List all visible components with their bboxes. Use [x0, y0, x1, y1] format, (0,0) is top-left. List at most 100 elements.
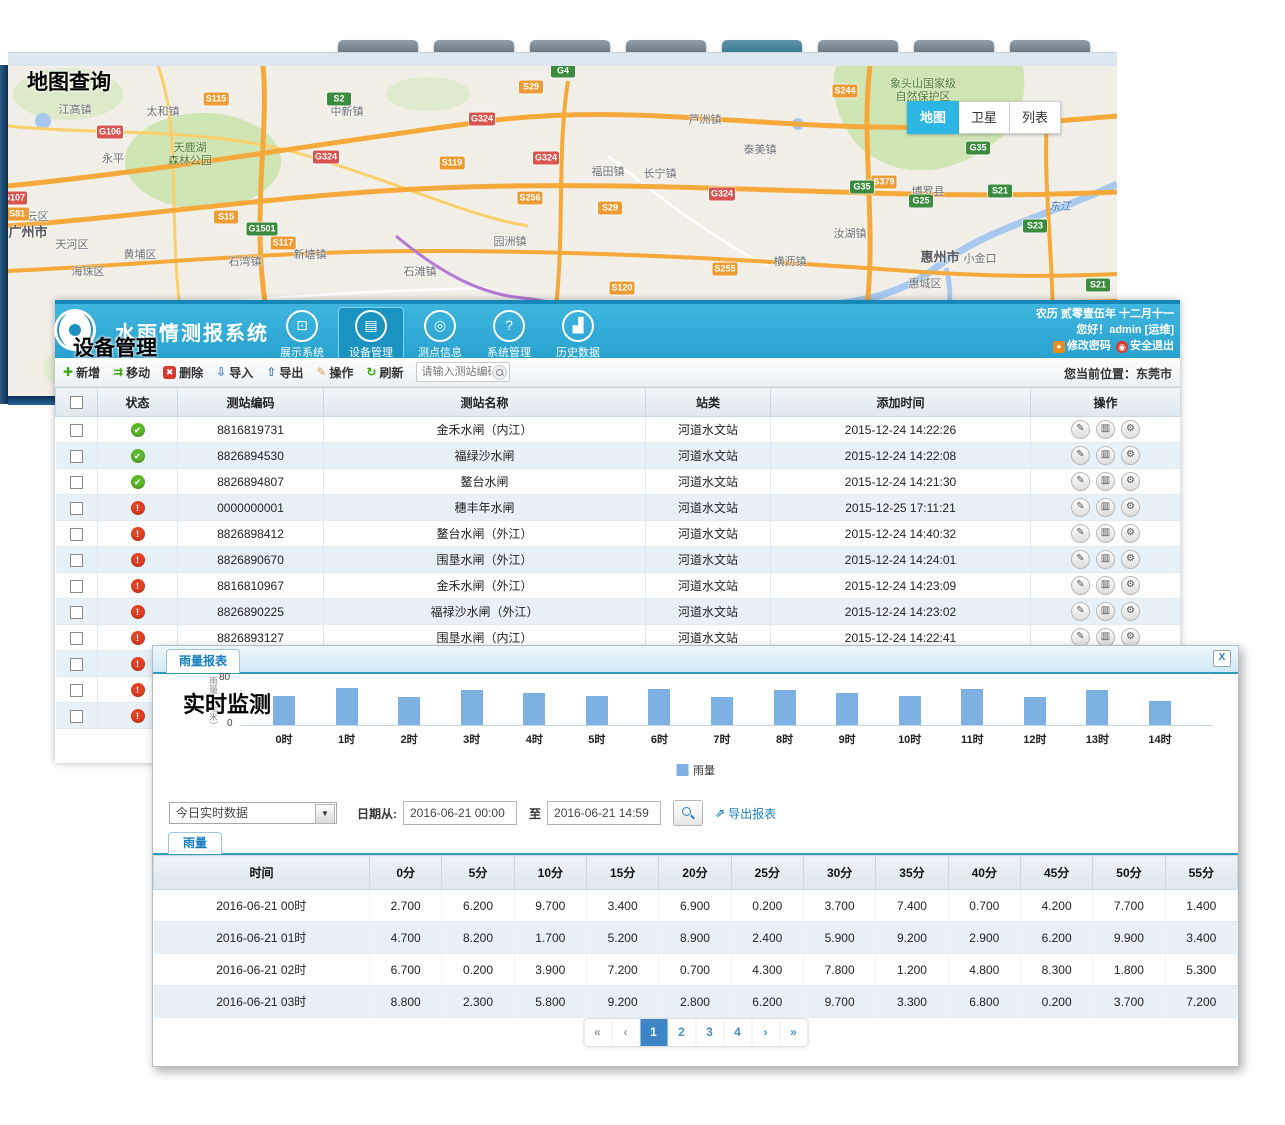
- page-button[interactable]: ›: [752, 1019, 780, 1046]
- toolbar-button-plus[interactable]: ✚ 新增: [63, 364, 101, 380]
- edit-icon[interactable]: ✎: [1071, 524, 1090, 543]
- road-shield: S2: [327, 92, 351, 106]
- status-error-icon: !: [130, 553, 145, 567]
- map-view-button[interactable]: 卫星: [959, 101, 1010, 134]
- gear-icon[interactable]: ⚙: [1121, 550, 1140, 569]
- map-view-button[interactable]: 地图: [907, 101, 959, 134]
- cell-hour: 2016-06-21 03时: [153, 985, 370, 1018]
- row-checkbox[interactable]: [69, 475, 83, 489]
- close-icon[interactable]: X: [1213, 650, 1231, 667]
- trash-icon[interactable]: ▥: [1096, 472, 1115, 491]
- page-button[interactable]: 2: [668, 1019, 696, 1046]
- cell-rain-value: 5.200: [586, 921, 660, 954]
- edit-icon[interactable]: ✎: [1071, 576, 1090, 595]
- edit-icon[interactable]: ✎: [1071, 498, 1090, 517]
- toolbar-button-import[interactable]: ⇩ 导入: [216, 364, 254, 380]
- road-shield: S29: [598, 201, 622, 215]
- date-to-input[interactable]: [547, 801, 662, 825]
- trash-icon[interactable]: ▥: [1096, 602, 1115, 621]
- trash-icon[interactable]: ▥: [1096, 420, 1115, 439]
- lunar-date: 农历 贰零壹伍年 十二月十一: [1035, 308, 1174, 320]
- search-icon[interactable]: [492, 365, 508, 380]
- row-checkbox[interactable]: [69, 449, 83, 463]
- chart-x-tick-label: 4时: [525, 734, 543, 746]
- trash-icon[interactable]: ▥: [1096, 498, 1115, 517]
- gear-icon[interactable]: ⚙: [1121, 576, 1140, 595]
- edit-icon[interactable]: ✎: [1071, 446, 1090, 465]
- page-button-active[interactable]: 1: [640, 1019, 668, 1046]
- trash-icon[interactable]: ▥: [1096, 576, 1115, 595]
- page-button[interactable]: ‹: [612, 1019, 640, 1046]
- row-checkbox[interactable]: [69, 657, 83, 671]
- toolbar-button-doc[interactable]: ✎ 操作: [316, 364, 354, 380]
- map-park-label: 象头山国家级 自然保护区: [890, 78, 956, 103]
- gear-icon[interactable]: ⚙: [1121, 524, 1140, 543]
- change-password-link[interactable]: 修改密码: [1066, 340, 1111, 352]
- toolbar-button-move[interactable]: ⇉ 移动: [113, 364, 151, 380]
- cell-rain-value: 2.400: [731, 921, 804, 954]
- gear-icon[interactable]: ⚙: [1121, 420, 1140, 439]
- search-icon[interactable]: [673, 800, 704, 826]
- export-report-link[interactable]: ⇗ 导出报表: [715, 806, 777, 821]
- app-title: 水雨情测报系统: [115, 323, 269, 345]
- rain-table-row: 2016-06-21 01时 4.700 8.200 1.700 5.200 8.900 2…: [153, 921, 1239, 954]
- table-column-header: 站类: [645, 387, 771, 417]
- gear-icon[interactable]: ⚙: [1121, 498, 1140, 517]
- nav-item-target[interactable]: ◎ 测点信息: [407, 307, 473, 363]
- cell-rain-value: 6.200: [1020, 921, 1094, 954]
- row-checkbox[interactable]: [69, 683, 83, 697]
- tab-rain-report[interactable]: 雨量报表: [166, 649, 240, 673]
- edit-icon[interactable]: ✎: [1071, 602, 1090, 621]
- cell-rain-value: 7.700: [1092, 889, 1166, 922]
- map-view-button[interactable]: 列表: [1010, 101, 1061, 134]
- row-checkbox[interactable]: [69, 631, 83, 645]
- cell-code: 8826894530: [177, 442, 324, 469]
- date-from-input[interactable]: [403, 801, 517, 825]
- edit-icon[interactable]: ✎: [1071, 472, 1090, 491]
- gear-icon[interactable]: ⚙: [1121, 446, 1140, 465]
- trash-icon[interactable]: ▥: [1096, 524, 1115, 543]
- rain-bar: [1023, 697, 1046, 725]
- row-checkbox[interactable]: [69, 527, 83, 541]
- edit-icon[interactable]: ✎: [1071, 420, 1090, 439]
- edit-icon[interactable]: ✎: [1071, 550, 1090, 569]
- nav-item-monitor[interactable]: ⊡ 展示系统: [269, 307, 335, 363]
- nav-item-chart[interactable]: ▟ 历史数据: [545, 307, 611, 363]
- trash-icon[interactable]: ▥: [1096, 550, 1115, 569]
- row-checkbox[interactable]: [69, 579, 83, 593]
- row-checkbox[interactable]: [69, 553, 83, 567]
- page-button[interactable]: »: [790, 1025, 797, 1039]
- realtime-titlebar: 雨量报表 X: [153, 646, 1238, 674]
- nav-item-device[interactable]: ▤ 设备管理: [338, 307, 404, 363]
- tab-rain[interactable]: 雨量: [168, 832, 222, 854]
- cell-rain-value: 0.200: [1020, 985, 1094, 1018]
- cell-type: 河道水文站: [645, 442, 771, 469]
- status-error-icon: !: [130, 709, 145, 723]
- nav-item-question[interactable]: ? 系统管理: [476, 307, 542, 363]
- page-button[interactable]: 4: [724, 1019, 752, 1046]
- row-checkbox[interactable]: [69, 605, 83, 619]
- row-checkbox[interactable]: [69, 501, 83, 515]
- cell-time: 2015-12-24 14:21:30: [770, 468, 1031, 495]
- cell-rain-value: 8.900: [658, 921, 732, 954]
- toolbar-button-export[interactable]: ⇧ 导出: [266, 364, 304, 380]
- chevron-down-icon[interactable]: ▼: [315, 804, 335, 824]
- row-checkbox[interactable]: [69, 423, 83, 437]
- logout-link[interactable]: 安全退出: [1130, 340, 1174, 352]
- toolbar-button-refresh[interactable]: ↻ 刷新: [366, 364, 404, 380]
- select-all-checkbox[interactable]: [70, 396, 83, 410]
- trash-icon[interactable]: ▥: [1096, 446, 1115, 465]
- page-button[interactable]: «: [584, 1019, 612, 1046]
- rain-bar: [273, 696, 295, 725]
- cell-name: 福禄沙水闸（外江）: [323, 598, 646, 625]
- data-preset-select[interactable]: 今日实时数据 ▼: [169, 802, 337, 824]
- row-checkbox[interactable]: [69, 709, 83, 723]
- realtime-window-label: 实时监测: [183, 692, 272, 717]
- gear-icon[interactable]: ⚙: [1121, 602, 1140, 621]
- station-search-input[interactable]: [417, 363, 494, 381]
- gear-icon[interactable]: ⚙: [1121, 472, 1140, 491]
- page-button[interactable]: 3: [696, 1019, 724, 1046]
- toolbar-button-delete[interactable]: ✖ 删除: [163, 364, 203, 381]
- cell-rain-value: 6.900: [658, 889, 732, 922]
- user-greeting: 您好！admin [运维]: [1076, 324, 1174, 336]
